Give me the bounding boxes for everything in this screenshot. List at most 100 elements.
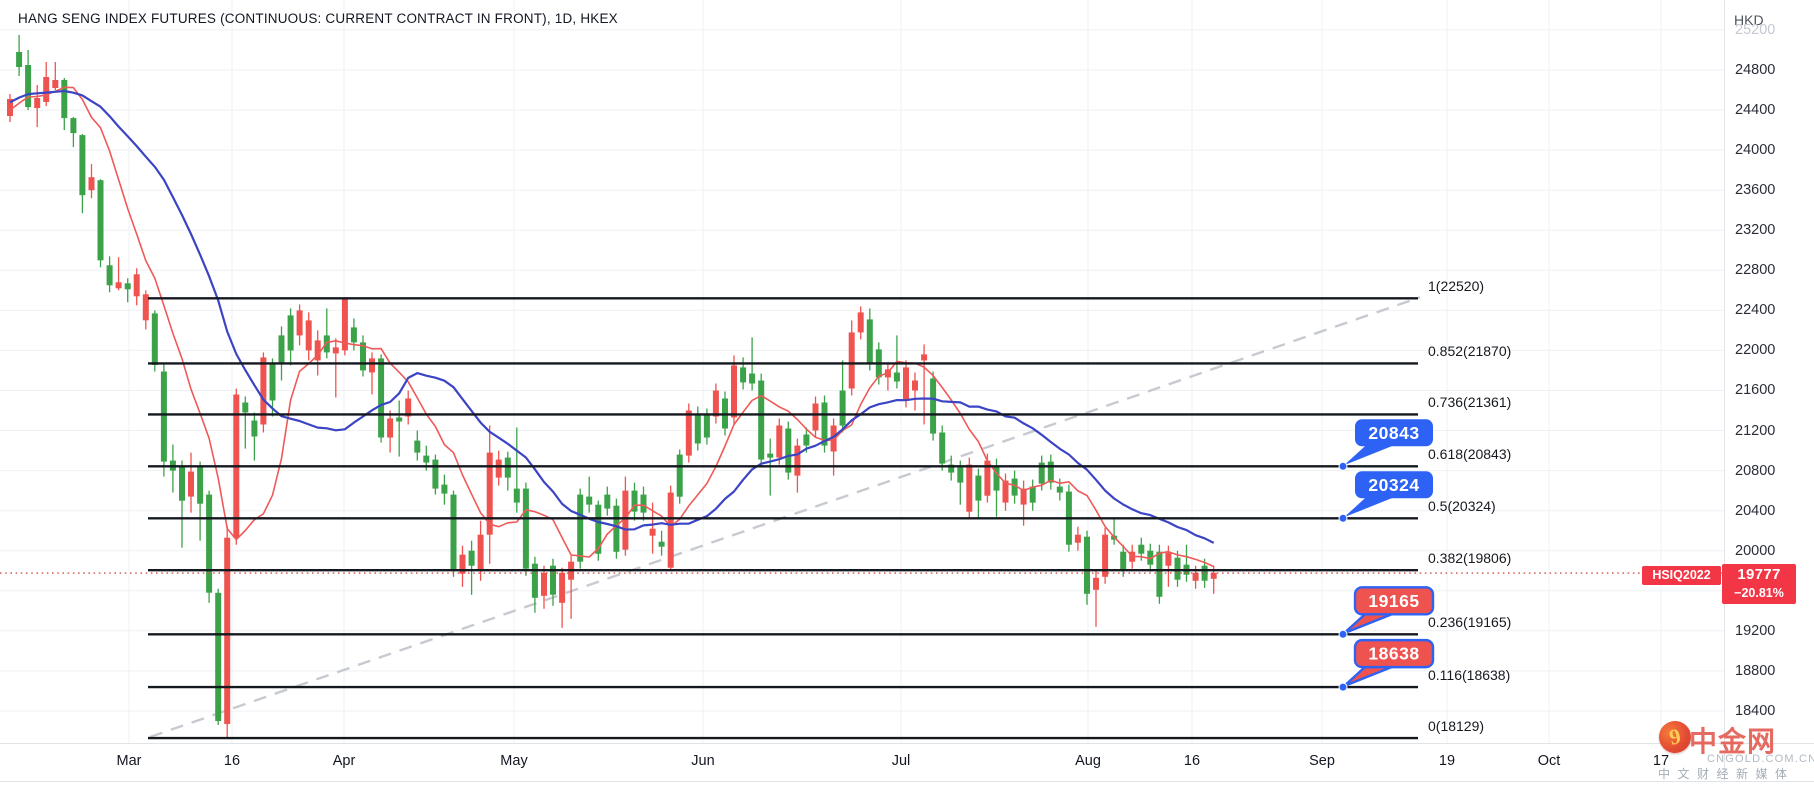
candle-body bbox=[61, 80, 68, 119]
candle-body bbox=[785, 428, 792, 473]
time-axis-label-apr: Apr bbox=[332, 753, 356, 769]
ma-fast-line[interactable] bbox=[9, 86, 1215, 568]
candle-body bbox=[296, 310, 303, 336]
callout-anchor-dot[interactable] bbox=[1338, 682, 1348, 692]
candle-body bbox=[966, 464, 973, 512]
candle-body bbox=[70, 118, 77, 134]
candle-body bbox=[921, 354, 928, 361]
price-axis-label: 21200 bbox=[1735, 423, 1776, 439]
candle-body bbox=[676, 454, 683, 497]
candle-body bbox=[360, 342, 366, 371]
candle-body bbox=[559, 572, 566, 603]
price-axis-label: 18400 bbox=[1735, 703, 1776, 719]
watermark-logo: 9 中金网 CNGOLD.COM.CN 中文财经新媒体 bbox=[1645, 712, 1814, 782]
candle-body bbox=[215, 592, 222, 721]
candle-body bbox=[1074, 534, 1081, 543]
candle-body bbox=[1120, 551, 1127, 570]
candle-body bbox=[731, 365, 737, 418]
time-axis-label-17: 17 bbox=[1652, 753, 1670, 769]
candle-body bbox=[16, 52, 23, 67]
candle-body bbox=[251, 420, 258, 437]
candle-body bbox=[396, 417, 403, 422]
candle-body bbox=[758, 380, 765, 460]
candlesticks[interactable] bbox=[7, 34, 1217, 739]
logo-tagline-text: 中文财经新媒体 bbox=[1658, 767, 1795, 781]
candle-body bbox=[7, 99, 13, 116]
candle-body bbox=[685, 410, 692, 456]
candle-body bbox=[604, 494, 611, 509]
candle-body bbox=[260, 357, 267, 425]
price-axis-label: 19200 bbox=[1735, 623, 1776, 639]
candle-body bbox=[749, 373, 756, 384]
price-axis-label: 20000 bbox=[1735, 543, 1776, 559]
candle-body bbox=[441, 484, 448, 494]
candle-body bbox=[305, 320, 312, 351]
candle-body bbox=[133, 274, 140, 297]
callout-text: 18638 bbox=[1368, 644, 1419, 664]
candle-body bbox=[912, 380, 918, 391]
axis-separator-horizontal bbox=[0, 743, 1814, 744]
candle-body bbox=[550, 565, 556, 595]
last-price-tag: 19777 −20.81% bbox=[1722, 564, 1796, 604]
candle-body bbox=[179, 465, 185, 501]
candle-body bbox=[160, 371, 167, 462]
callout-box-20843[interactable] bbox=[1355, 419, 1433, 447]
candle-body bbox=[88, 177, 95, 191]
candle-body bbox=[531, 563, 538, 598]
time-axis-label-16: 16 bbox=[223, 753, 241, 769]
price-axis-label: 25200 bbox=[1735, 22, 1776, 38]
fib-label-0.236: 0.236(19165) bbox=[1428, 614, 1512, 630]
candle-body bbox=[1156, 551, 1163, 597]
candle-body bbox=[1029, 486, 1036, 503]
fib-retracement[interactable] bbox=[148, 297, 1418, 740]
time-axis-label-19: 19 bbox=[1438, 753, 1456, 769]
callout-anchor-dot[interactable] bbox=[1338, 461, 1348, 471]
callout-anchor-dot[interactable] bbox=[1338, 629, 1348, 639]
logo-brand-text: 中金网 bbox=[1689, 726, 1777, 757]
candle-body bbox=[776, 425, 783, 458]
callout-box-20324[interactable] bbox=[1355, 471, 1433, 499]
candle-body bbox=[866, 319, 873, 364]
candle-body bbox=[387, 418, 394, 438]
time-axis-label-jul: Jul bbox=[891, 753, 911, 769]
price-axis-label: 22000 bbox=[1735, 342, 1776, 358]
candle-body bbox=[794, 445, 801, 476]
candle-body bbox=[1201, 565, 1208, 581]
callout-tail bbox=[1343, 664, 1395, 688]
time-axis-label-jun: Jun bbox=[691, 753, 715, 769]
callout-box-18638[interactable] bbox=[1353, 638, 1435, 669]
candle-body bbox=[740, 367, 747, 383]
candle-body bbox=[477, 534, 484, 571]
callout-text: 20843 bbox=[1368, 423, 1419, 443]
candle-body bbox=[378, 358, 385, 438]
callout-anchor-dot[interactable] bbox=[1338, 513, 1348, 523]
candle-body bbox=[97, 180, 104, 261]
candle-body bbox=[1020, 488, 1027, 505]
candle-body bbox=[1038, 462, 1045, 484]
candle-body bbox=[957, 467, 964, 483]
candle-body bbox=[903, 367, 909, 401]
candle-body bbox=[414, 440, 421, 453]
candle-body bbox=[43, 77, 50, 102]
callout-box-19165[interactable] bbox=[1353, 586, 1435, 616]
candle-body bbox=[577, 494, 584, 562]
ma-slow-line[interactable] bbox=[9, 89, 1215, 544]
candle-body bbox=[459, 554, 466, 574]
price-axis-label: 20400 bbox=[1735, 503, 1776, 519]
price-callouts[interactable]: 20843 20324 19165 18638 bbox=[1338, 419, 1435, 692]
fib-label-0.852: 0.852(21870) bbox=[1428, 343, 1512, 359]
axis-separator-vertical bbox=[1724, 0, 1725, 781]
candle-body bbox=[314, 340, 321, 361]
candle-body bbox=[1165, 552, 1172, 566]
last-price-change: −20.81% bbox=[1734, 586, 1784, 600]
candle-body bbox=[1192, 572, 1199, 581]
candle-body bbox=[432, 459, 439, 489]
candle-body bbox=[658, 541, 665, 547]
fib-label-0.618: 0.618(20843) bbox=[1428, 446, 1512, 462]
fib-label-1: 1(22520) bbox=[1428, 278, 1485, 294]
candle-body bbox=[34, 98, 41, 108]
candle-body bbox=[803, 434, 810, 446]
candle-body bbox=[151, 313, 158, 365]
